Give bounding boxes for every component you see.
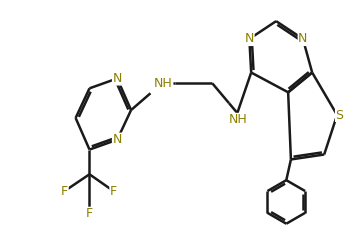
- Text: NH: NH: [229, 113, 248, 126]
- Text: N: N: [113, 72, 122, 85]
- Text: F: F: [61, 185, 68, 198]
- Text: N: N: [113, 133, 122, 146]
- Text: N: N: [298, 32, 308, 46]
- Text: NH: NH: [154, 77, 173, 90]
- Text: N: N: [245, 32, 254, 46]
- Text: F: F: [110, 185, 117, 198]
- Text: F: F: [86, 207, 93, 220]
- Text: S: S: [336, 109, 344, 122]
